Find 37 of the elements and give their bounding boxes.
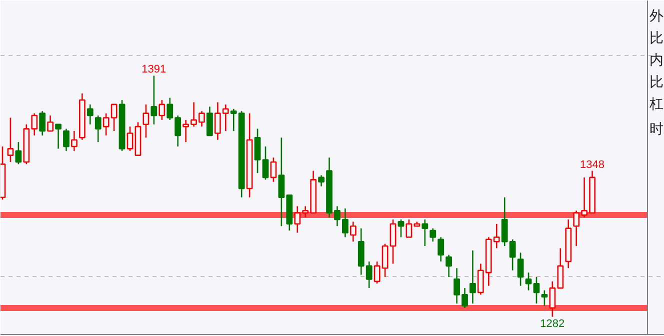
candlestick [142, 104, 150, 138]
text: 时 [650, 122, 664, 138]
candlestick [270, 156, 277, 183]
candlestick [71, 130, 78, 152]
candlestick [15, 141, 22, 165]
candlestick [158, 99, 166, 121]
annotation: 1282 [540, 318, 565, 330]
candlestick [126, 126, 134, 152]
candlestick [254, 128, 261, 174]
text: 比 [650, 30, 664, 46]
candlestick [63, 128, 70, 152]
candlestick [47, 114, 54, 132]
candlestick [94, 114, 102, 143]
candlestick [206, 106, 213, 136]
candlestick [7, 117, 14, 163]
candlestick [533, 276, 540, 304]
candlestick [39, 110, 46, 136]
candlestick [350, 221, 356, 242]
candlestick [525, 272, 532, 291]
candlestick [470, 250, 476, 304]
candlestick [86, 104, 94, 126]
candlestick [438, 236, 444, 262]
candlestick [398, 218, 404, 238]
candlestick [446, 254, 452, 278]
text: 外 [650, 8, 664, 24]
text: 杠 [648, 96, 664, 112]
candlestick [262, 146, 269, 180]
text: 内 [650, 52, 664, 68]
annotation: 1391 [142, 64, 166, 76]
text: 比 [650, 74, 664, 90]
annotation: 1348 [580, 158, 605, 171]
candlestick [430, 228, 436, 242]
candlestick [541, 290, 548, 306]
candlestick [422, 218, 428, 247]
candlestick [150, 75, 158, 126]
candlestick [55, 124, 62, 150]
candlestick [517, 252, 524, 286]
